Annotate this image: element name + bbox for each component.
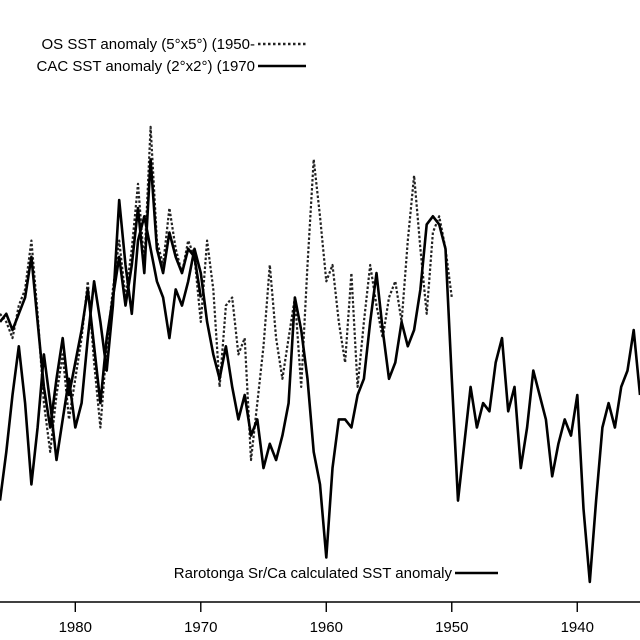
- x-tick-label-1950: 1950: [435, 619, 468, 636]
- x-tick-label-1940: 1940: [561, 619, 594, 636]
- x-axis: 1980 1970 1960 1950 1940: [0, 601, 640, 636]
- x-tick-label-1960: 1960: [310, 619, 343, 636]
- series-line-2: [0, 158, 203, 429]
- legend-label-rarotonga: Rarotonga Sr/Ca calculated SST anomaly: [174, 565, 453, 582]
- series-line-3: [0, 198, 640, 584]
- series-line-1: [0, 125, 453, 462]
- legend-label-os: OS SST anomaly (5°x5°) (1950-: [42, 36, 255, 53]
- legend-label-cac: CAC SST anomaly (2°x2°) (1970: [37, 58, 255, 75]
- legend: OS SST anomaly (5°x5°) (1950- CAC SST an…: [37, 36, 498, 582]
- x-tick-label-1980: 1980: [59, 619, 92, 636]
- x-tick-label-1970: 1970: [184, 619, 217, 636]
- series-layer: [0, 125, 640, 584]
